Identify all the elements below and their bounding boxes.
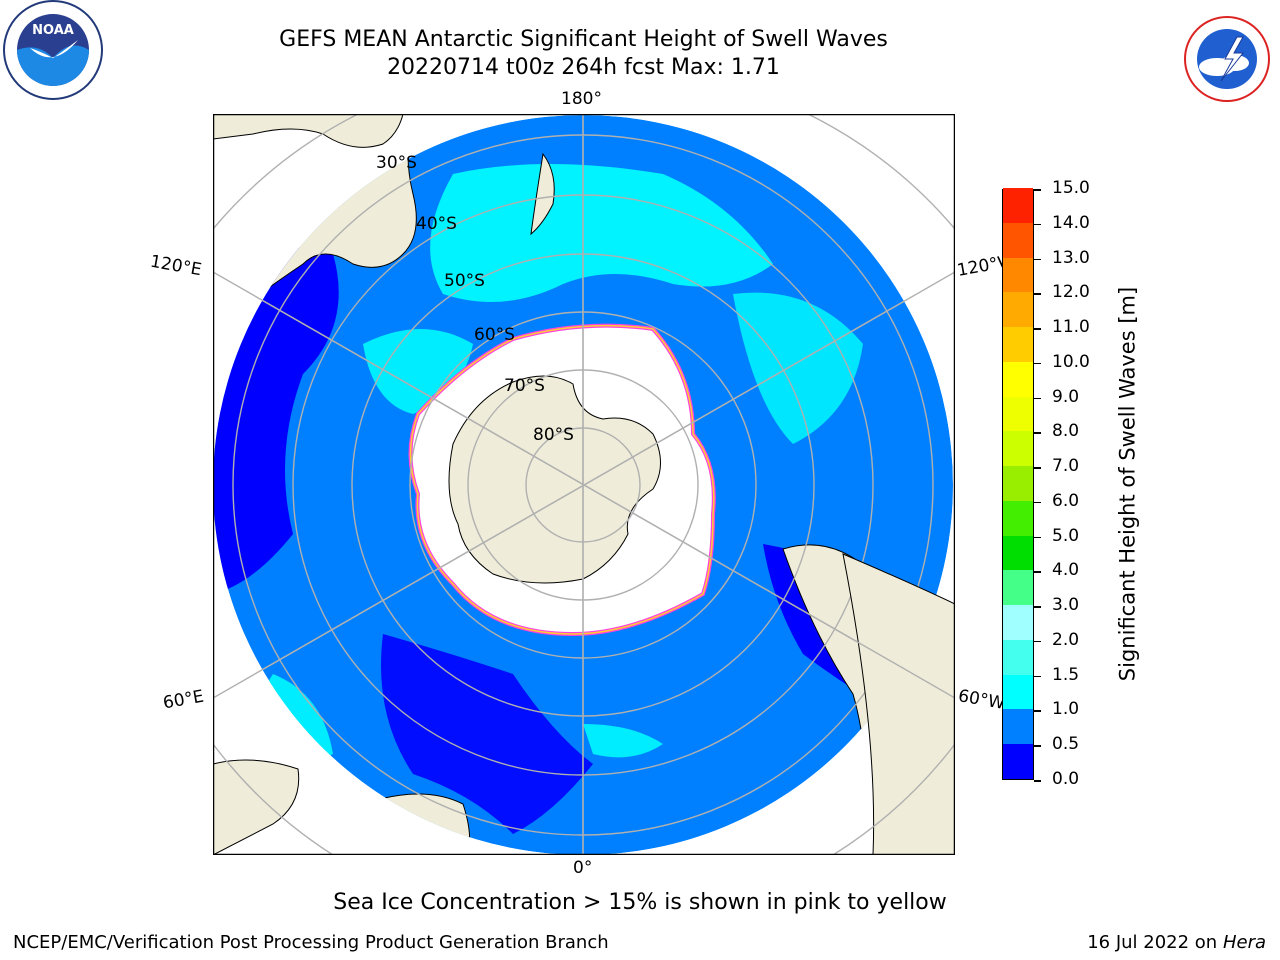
lat-label-80s: 80°S <box>533 425 574 445</box>
colorbar-tick-label: 5.0 <box>1052 525 1080 546</box>
lat-label-70s: 70°S <box>504 376 545 396</box>
land-corner-sw <box>212 759 300 856</box>
colorbar-tick-label: 1.5 <box>1052 664 1080 685</box>
colorbar-tick-label: 14.0 <box>1052 212 1090 233</box>
colorbar-segment <box>1003 639 1033 675</box>
colorbar-tick-label: 13.0 <box>1052 247 1090 268</box>
colorbar-tick <box>1034 745 1041 747</box>
colorbar-segment <box>1003 500 1033 536</box>
colorbar-tick <box>1034 293 1041 295</box>
lon-label-180: 180° <box>561 89 602 109</box>
colorbar-tick <box>1034 675 1041 678</box>
colorbar-tick-label: 6.0 <box>1052 490 1080 511</box>
colorbar-tick <box>1034 571 1041 573</box>
lat-label-60s: 60°S <box>474 325 515 345</box>
lon-label-120e: 120°E <box>148 251 204 281</box>
colorbar-tick <box>1034 362 1041 365</box>
lat-label-40s: 40°S <box>416 214 457 234</box>
footer-host: Hera <box>1222 932 1266 953</box>
sea-ice-note: Sea Ice Concentration > 15% is shown in … <box>333 890 947 915</box>
colorbar-tick-label: 7.0 <box>1052 456 1080 477</box>
noaa-logo-text: NOAA <box>32 23 74 38</box>
colorbar-segment <box>1003 257 1033 293</box>
colorbar-tick <box>1034 328 1041 330</box>
colorbar-segment <box>1003 604 1033 640</box>
swell-high-northeast <box>733 292 863 444</box>
colorbar-segment <box>1003 709 1033 745</box>
colorbar-tick-label: 12.0 <box>1052 282 1090 303</box>
lon-label-60w: 60°W <box>956 686 1007 714</box>
colorbar-segment <box>1003 430 1033 467</box>
colorbar-tick <box>1034 640 1041 643</box>
land-antarctica <box>448 375 661 584</box>
lat-label-30s: 30°S <box>376 153 417 173</box>
colorbar-tick-label: 0.0 <box>1052 769 1080 789</box>
colorbar-segment <box>1003 674 1033 710</box>
swell-high-south <box>583 724 663 758</box>
colorbar-label: Significant Height of Swell Waves [m] <box>1115 286 1140 682</box>
lon-label-60e: 60°E <box>161 686 206 714</box>
colorbar-segment <box>1003 187 1033 223</box>
chart-title: GEFS MEAN Antarctic Significant Height o… <box>279 27 888 52</box>
lon-label-0: 0° <box>573 858 593 878</box>
colorbar-tick <box>1034 397 1041 400</box>
colorbar-segment <box>1003 535 1033 571</box>
colorbar-tick <box>1034 606 1041 608</box>
colorbar-segment <box>1003 465 1033 501</box>
colorbar-tick-label: 15.0 <box>1052 178 1090 198</box>
colorbar-tick-label: 9.0 <box>1052 386 1080 407</box>
colorbar-tick <box>1034 189 1041 191</box>
colorbar-segment <box>1003 743 1033 779</box>
nws-logo <box>1177 15 1277 103</box>
colorbar-tick-label: 8.0 <box>1052 421 1080 442</box>
colorbar-tick <box>1034 501 1041 504</box>
colorbar-tick <box>1034 223 1041 226</box>
colorbar-tick-label: 2.0 <box>1052 629 1080 650</box>
colorbar-tick-label: 1.0 <box>1052 699 1080 720</box>
colorbar-tick-label: 3.0 <box>1052 595 1080 616</box>
colorbar-tick-label: 4.0 <box>1052 560 1080 581</box>
noaa-logo: NOAA <box>0 0 105 105</box>
colorbar-tick <box>1034 536 1041 539</box>
colorbar-tick <box>1034 432 1041 434</box>
footer-branch: NCEP/EMC/Verification Post Processing Pr… <box>13 932 609 953</box>
chart-subtitle: 20220714 t00z 264h fcst Max: 1.71 <box>387 55 780 80</box>
colorbar-tick-label: 10.0 <box>1052 351 1090 372</box>
colorbar-segment <box>1003 222 1033 258</box>
colorbar-tick-label: 11.0 <box>1052 317 1090 338</box>
swell-low-south <box>381 634 593 834</box>
colorbar-tick <box>1034 258 1041 261</box>
lat-label-50s: 50°S <box>444 271 485 291</box>
colorbar-segment <box>1003 326 1033 362</box>
footer-date-text: 16 Jul 2022 on <box>1087 932 1223 953</box>
colorbar-segment <box>1003 361 1033 397</box>
colorbar-tick-label: 0.5 <box>1052 734 1080 755</box>
colorbar-segment <box>1003 291 1033 328</box>
sea-ice-edge-yellow <box>409 324 715 635</box>
colorbar-tick <box>1034 467 1041 469</box>
colorbar-segment <box>1003 396 1033 432</box>
colorbar <box>1002 187 1034 780</box>
land-corner-se <box>842 553 956 856</box>
map-frame <box>212 113 956 856</box>
colorbar-tick <box>1034 780 1041 782</box>
land-corner-nw <box>212 113 404 148</box>
land-new-zealand <box>530 152 555 236</box>
colorbar-tick <box>1034 710 1041 712</box>
graticule-outer <box>212 113 956 856</box>
colorbar-segment <box>1003 569 1033 606</box>
swell-high-north <box>430 164 773 302</box>
polar-map <box>212 113 956 856</box>
footer-date: 16 Jul 2022 on Hera <box>1087 932 1266 953</box>
